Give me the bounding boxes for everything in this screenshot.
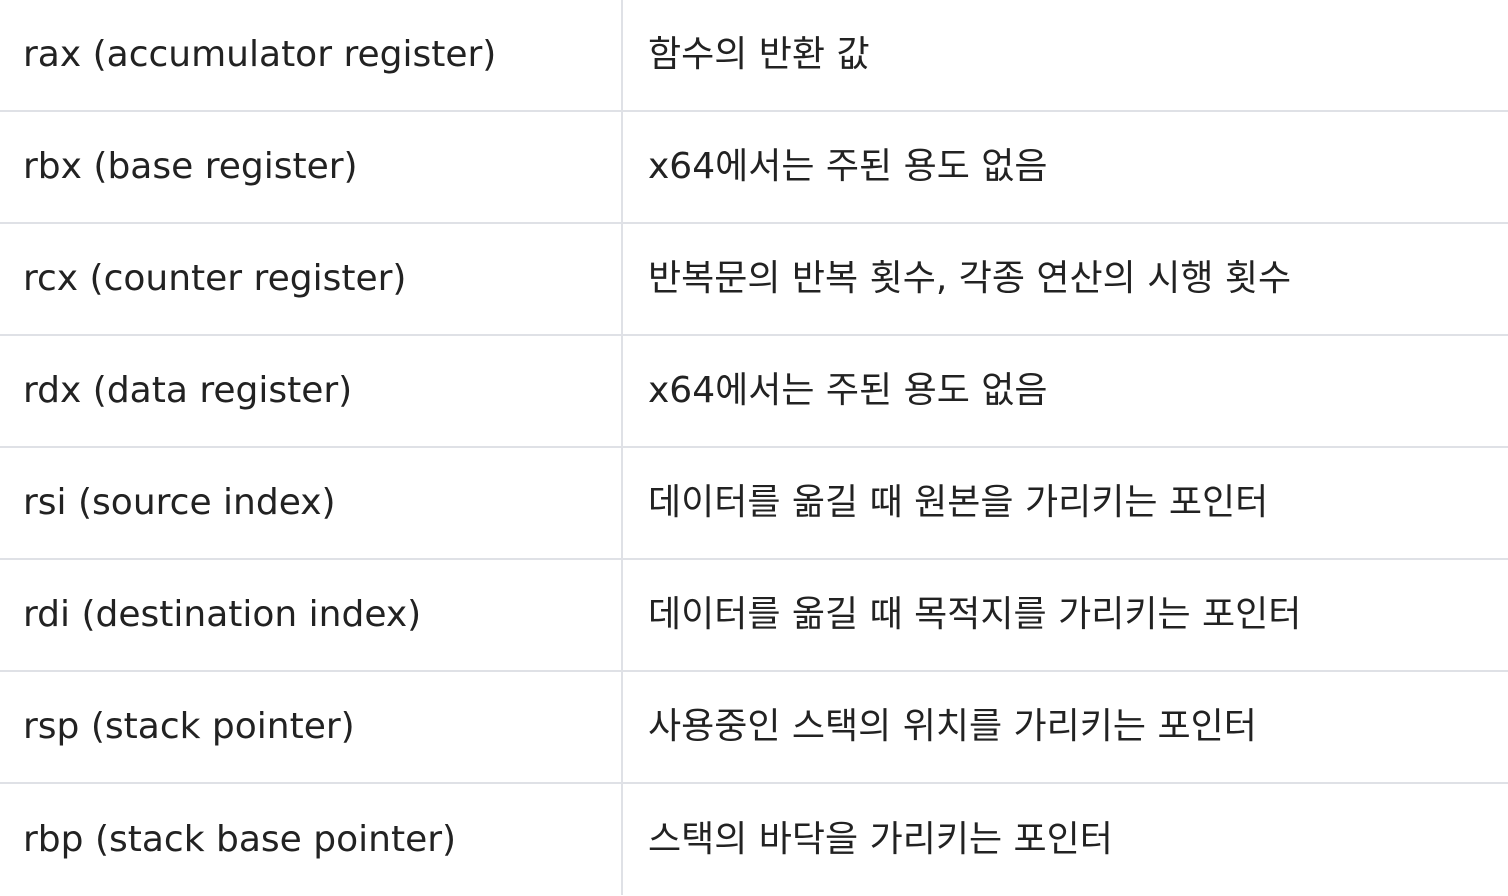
register-name-cell: rbx (base register) bbox=[0, 111, 622, 224]
table-row: rsi (source index) 데이터를 옮길 때 원본을 가리키는 포인… bbox=[0, 447, 1508, 560]
table-row: rbx (base register) x64에서는 주된 용도 없음 bbox=[0, 111, 1508, 224]
table-row: rdx (data register) x64에서는 주된 용도 없음 bbox=[0, 335, 1508, 448]
register-name-cell: rbp (stack base pointer) bbox=[23, 818, 457, 860]
table-row: rdi (destination index) 데이터를 옮길 때 목적지를 가… bbox=[0, 559, 1508, 672]
register-name-cell: rsp (stack pointer) bbox=[0, 671, 622, 784]
register-description-cell: 데이터를 옮길 때 원본을 가리키는 포인터 bbox=[621, 447, 1508, 560]
register-description-cell: 사용중인 스택의 위치를 가리키는 포인터 bbox=[621, 671, 1508, 784]
register-name-cell: rax (accumulator register) bbox=[0, 0, 622, 112]
table-row: rcx (counter register) 반복문의 반복 횟수, 각종 연산… bbox=[0, 223, 1508, 336]
register-description-cell: x64에서는 주된 용도 없음 bbox=[621, 335, 1508, 448]
register-name-cell: rsi (source index) bbox=[0, 447, 622, 560]
register-description-cell: 반복문의 반복 횟수, 각종 연산의 시행 횟수 bbox=[621, 223, 1508, 336]
register-name-cell: rcx (counter register) bbox=[0, 223, 622, 336]
register-description-cell: x64에서는 주된 용도 없음 bbox=[621, 111, 1508, 224]
register-description-cell: 데이터를 옮길 때 목적지를 가리키는 포인터 bbox=[621, 559, 1508, 672]
register-description-cell: 함수의 반환 값 bbox=[621, 0, 1508, 112]
table-row: rax (accumulator register) 함수의 반환 값 bbox=[0, 0, 1508, 112]
register-name-cell: rdi (destination index) bbox=[0, 559, 622, 672]
register-description-cell: 스택의 바닥을 가리키는 포인터 bbox=[621, 783, 1508, 895]
table-row: rsp (stack pointer) 사용중인 스택의 위치를 가리키는 포인… bbox=[0, 671, 1508, 784]
table-row: rbp (stack base pointer) 스택의 바닥을 가리키는 포인… bbox=[0, 783, 1508, 895]
register-name-cell: rdx (data register) bbox=[0, 335, 622, 448]
